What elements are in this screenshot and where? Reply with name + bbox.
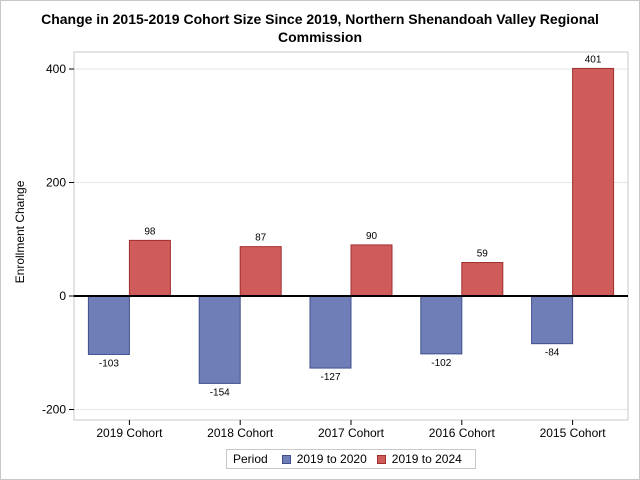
bar-1-4 [420, 295, 463, 355]
x-tick-label: 2018 Cohort [207, 426, 274, 440]
data-label: -84 [545, 348, 560, 359]
y-tick-label: 400 [46, 62, 66, 76]
data-label: 90 [366, 231, 378, 242]
legend: Period 2019 to 2020 2019 to 2024 [226, 449, 476, 469]
chart-title: Change in 2015-2019 Cohort Size Since 20… [0, 10, 640, 46]
bar-2-4 [461, 262, 504, 297]
data-label: -154 [210, 387, 230, 398]
x-tick-label: 2017 Cohort [318, 426, 385, 440]
bar-1-3 [309, 295, 352, 369]
legend-label-series-2: 2019 to 2024 [391, 452, 462, 466]
x-tick-label: 2015 Cohort [540, 426, 607, 440]
y-tick-label: 0 [59, 289, 66, 303]
legend-label-series-1: 2019 to 2020 [296, 452, 367, 466]
y-tick-label: 200 [46, 176, 66, 190]
legend-title: Period [233, 452, 268, 466]
bar-2-2 [239, 246, 282, 297]
data-label: -127 [320, 372, 340, 383]
chart-title-line-1: Change in 2015-2019 Cohort Size Since 20… [41, 11, 599, 27]
legend-item-series-1: 2019 to 2020 [281, 452, 367, 466]
legend-swatch-series-1 [281, 454, 291, 464]
data-label: 98 [144, 226, 156, 237]
legend-swatch-series-2 [376, 454, 386, 464]
bar-2-1 [128, 239, 171, 297]
legend-item-series-2: 2019 to 2024 [376, 452, 462, 466]
x-tick-label: 2019 Cohort [96, 426, 163, 440]
data-label: -103 [99, 358, 119, 369]
data-label: 401 [585, 54, 602, 65]
y-axis-title: Enrollment Change [13, 180, 27, 283]
bar-2-5 [572, 67, 615, 297]
chart-title-line-2: Commission [277, 29, 362, 45]
data-label: 87 [255, 233, 267, 244]
data-label: -102 [431, 358, 451, 369]
bar-1-1 [87, 295, 130, 355]
bar-2-3 [350, 244, 393, 297]
y-tick-label: -200 [42, 403, 66, 417]
x-tick-label: 2016 Cohort [429, 426, 496, 440]
bar-1-2 [198, 295, 241, 384]
bar-1-5 [531, 295, 574, 345]
data-label: 59 [477, 249, 489, 260]
